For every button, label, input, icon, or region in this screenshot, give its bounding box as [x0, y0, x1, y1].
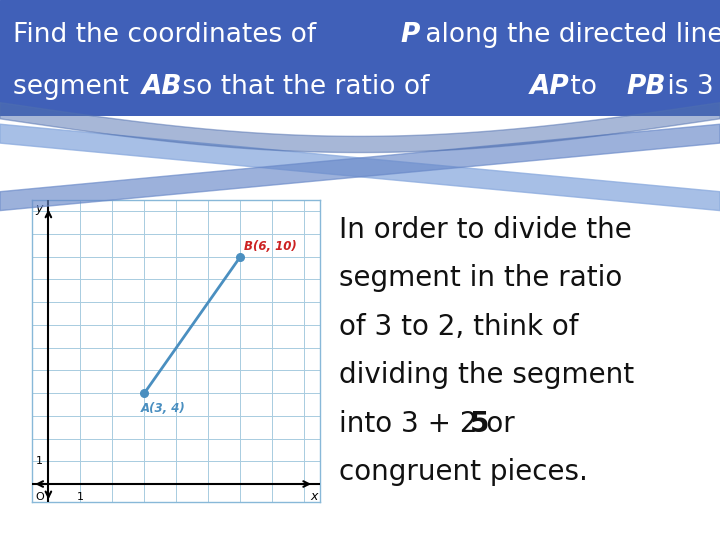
Text: PB: PB [626, 74, 666, 100]
Text: A(3, 4): A(3, 4) [141, 402, 186, 415]
Text: congruent pieces.: congruent pieces. [338, 458, 588, 486]
Text: into 3 + 2 or: into 3 + 2 or [338, 409, 523, 437]
Text: to: to [562, 74, 606, 100]
Text: 1: 1 [77, 491, 84, 502]
Text: dividing the segment: dividing the segment [338, 361, 634, 389]
Text: B(6, 10): B(6, 10) [244, 240, 297, 253]
Text: y: y [36, 202, 43, 215]
Text: In order to divide the: In order to divide the [338, 216, 631, 244]
Text: O: O [35, 491, 44, 502]
Text: 1: 1 [36, 456, 43, 466]
Text: AB: AB [142, 74, 183, 100]
Text: Find the coordinates of: Find the coordinates of [13, 22, 325, 48]
Text: along the directed line: along the directed line [417, 22, 720, 48]
Text: AP: AP [530, 74, 570, 100]
Text: is 3 to 2.: is 3 to 2. [659, 74, 720, 100]
Text: so that the ratio of: so that the ratio of [174, 74, 438, 100]
Text: x: x [310, 490, 318, 503]
Text: segment: segment [13, 74, 138, 100]
Text: P: P [400, 22, 420, 48]
Text: 5: 5 [469, 409, 489, 437]
Text: of 3 to 2, think of: of 3 to 2, think of [338, 313, 578, 341]
Text: segment in the ratio: segment in the ratio [338, 265, 622, 293]
